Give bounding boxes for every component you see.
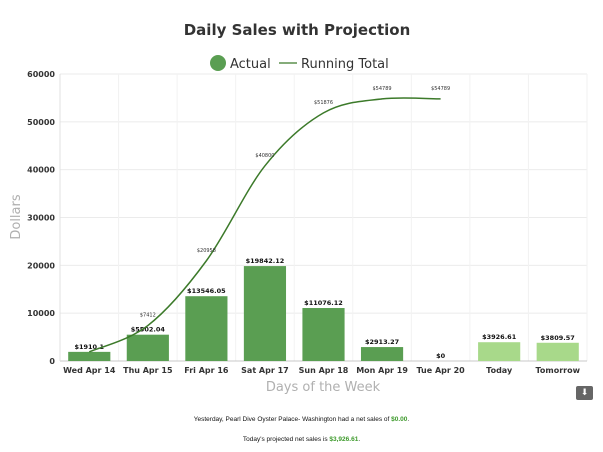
bar-value-label: $3926.61 [482, 333, 517, 341]
bar [478, 342, 521, 361]
yesterday-sales-amount: $0.00 [391, 416, 408, 423]
y-tick-label: 60000 [27, 70, 55, 79]
y-tick-label: 30000 [27, 214, 55, 223]
running-total-label: $54789 [431, 86, 450, 92]
y-tick-label: 40000 [27, 166, 55, 175]
legend-label-running-total: Running Total [301, 57, 389, 72]
bar-value-label: $1910.1 [74, 343, 104, 351]
y-axis-ticks: 0 10000 20000 30000 40000 50000 60000 [27, 70, 55, 366]
projected-sales-amount: $3,926.61 [329, 436, 359, 443]
bar-value-label: $11076.12 [304, 299, 343, 307]
bar [68, 351, 111, 361]
y-tick-label: 0 [49, 357, 55, 366]
bar [126, 334, 169, 361]
export-button[interactable]: ⬇ [576, 386, 593, 400]
bars [68, 266, 579, 361]
bar-value-label: $2913.27 [365, 338, 399, 346]
footer-line-yesterday-end: . [407, 416, 410, 423]
x-tick-label: Fri Apr 16 [184, 366, 229, 375]
footer-line-projected-end: . [358, 436, 361, 443]
running-total-label: $20958 [197, 248, 216, 254]
download-icon: ⬇ [580, 388, 589, 398]
running-total-path [88, 97, 441, 353]
chart-title: Daily Sales with Projection [184, 21, 411, 39]
x-tick-label: Thu Apr 15 [123, 366, 173, 375]
legend-item-running-total[interactable]: Running Total [279, 57, 389, 72]
running-total-label: $7412 [140, 313, 156, 319]
running-total-label: $40800 [255, 153, 274, 159]
bar-value-label: $3809.57 [541, 334, 575, 342]
bar [360, 347, 404, 361]
x-axis-ticks: Wed Apr 14 Thu Apr 15 Fri Apr 16 Sat Apr 17… [63, 366, 580, 375]
x-tick-label: Sat Apr 17 [241, 366, 289, 375]
legend: Actual Running Total [210, 55, 389, 72]
bar-value-label: $13546.05 [187, 287, 226, 295]
x-tick-label: Mon Apr 19 [356, 366, 408, 375]
running-total-label: $51876 [314, 100, 333, 106]
grid [59, 73, 588, 362]
bar [302, 308, 345, 361]
legend-label-actual: Actual [230, 57, 271, 72]
bar-value-label: $5502.04 [131, 326, 166, 334]
bar [536, 342, 579, 361]
x-tick-label: Sun Apr 18 [299, 366, 349, 375]
bar-value-label: $19842.12 [246, 257, 285, 265]
y-tick-label: 10000 [27, 309, 55, 318]
footer-line-projected-text: Today's projected net sales is [242, 436, 330, 443]
bar-value-label: $0 [436, 352, 446, 360]
footer-line-yesterday: Yesterday, Pearl Dive Oyster Palace- Was… [0, 416, 603, 423]
bar [185, 296, 228, 361]
sales-chart: Daily Sales with Projection Actual Runni… [9, 21, 588, 395]
running-total-line [88, 97, 441, 353]
footer-line-yesterday-text: Yesterday, Pearl Dive Oyster Palace- Was… [193, 416, 392, 423]
legend-item-actual[interactable]: Actual [210, 55, 271, 72]
footer-line-projected: Today's projected net sales is $3,926.61… [0, 436, 603, 443]
x-axis-label: Days of the Week [266, 380, 381, 395]
x-tick-label: Today [486, 366, 513, 375]
bar-labels: $1910.1 $5502.04 $13546.05 $19842.12 $11076.… [74, 257, 574, 360]
y-axis-label: Dollars [9, 194, 24, 239]
running-total-labels: $7412 $20958 $40800 $51876 $54789 $54789 [140, 86, 450, 319]
legend-swatch-actual [210, 55, 226, 71]
x-tick-label: Tue Apr 20 [416, 366, 465, 375]
y-tick-label: 50000 [27, 118, 55, 127]
bar [243, 266, 287, 361]
x-tick-label: Tomorrow [535, 366, 580, 375]
running-total-label: $54789 [373, 86, 392, 92]
x-tick-label: Wed Apr 14 [63, 366, 116, 375]
y-tick-label: 20000 [27, 261, 55, 270]
